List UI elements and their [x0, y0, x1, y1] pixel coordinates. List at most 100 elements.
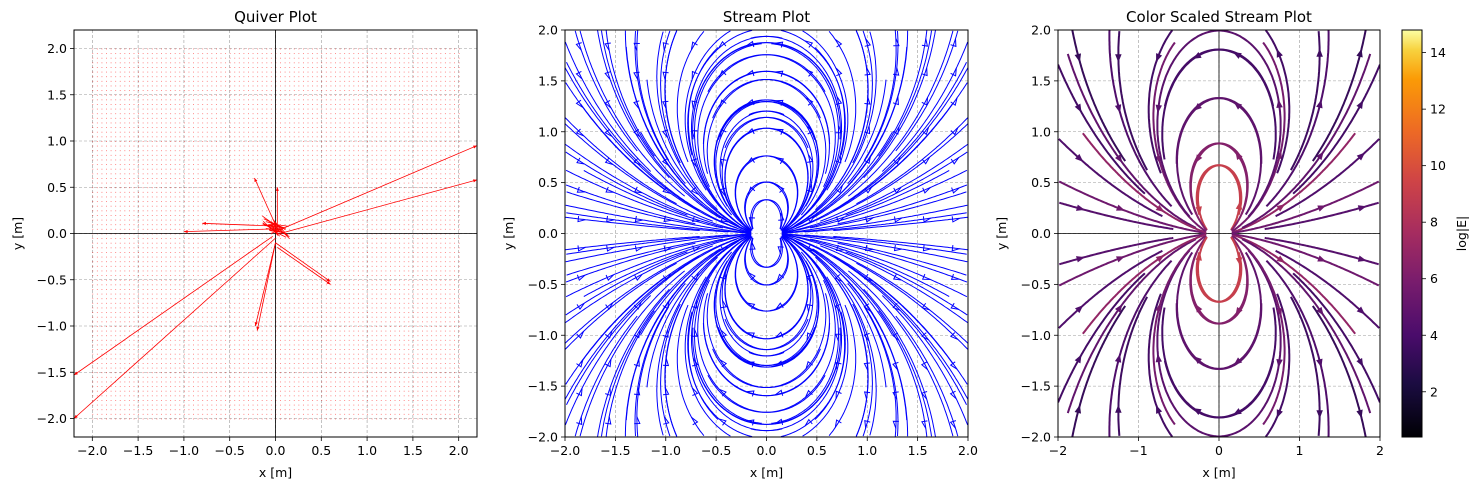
quiver-arrow-head: [256, 326, 260, 331]
streamline: [565, 67, 700, 212]
streamline-arrow: [804, 389, 813, 398]
streamline-arrow: [633, 358, 640, 367]
streamline-arrow: [775, 157, 785, 165]
streamline: [579, 30, 685, 197]
streamline: [684, 30, 731, 191]
streamline: [796, 61, 967, 229]
x-tick-label: 2: [1376, 443, 1384, 458]
y-tick-label: −1.5: [528, 379, 558, 394]
streamline-arrow: [633, 100, 640, 109]
streamline-arrow: [662, 358, 670, 367]
streamline-arrow: [892, 126, 900, 135]
streamline-arrow: [835, 185, 843, 194]
streamline: [863, 306, 897, 437]
streamline-arrow: [1316, 410, 1323, 419]
streamline: [829, 263, 909, 437]
colorbar-tick-label: 8: [1430, 215, 1438, 230]
quiver-axes-lines: [74, 30, 477, 437]
y-tick-label: 0.5: [47, 180, 67, 195]
y-tick-label: 0.5: [538, 175, 558, 190]
quiver-x-label: x [m]: [259, 465, 292, 480]
streamline-arrow: [775, 70, 784, 77]
streamline: [810, 238, 968, 298]
streamline-arrow: [1075, 153, 1084, 162]
streamline-arrow: [1116, 204, 1125, 211]
streamline: [750, 252, 842, 432]
streamline-arrow: [576, 330, 585, 339]
streamline-arrow: [921, 38, 929, 47]
streamline-arrow: [1074, 354, 1082, 364]
streamline-arrow: [893, 186, 902, 194]
quiver-arrow: [277, 224, 286, 231]
streamline-arrow: [691, 416, 699, 426]
streamline-arrow: [950, 127, 959, 136]
streamline-arrow: [1356, 100, 1364, 109]
streamline-arrow: [634, 245, 644, 252]
quiver-arrow: [254, 177, 278, 230]
x-tick-label: 0.0: [757, 443, 777, 458]
streamline: [847, 282, 899, 437]
streamline: [833, 67, 968, 212]
quiver-arrow: [183, 228, 276, 233]
streamline: [574, 315, 638, 437]
streamline-arrow: [604, 157, 614, 165]
streamline-arrow: [1155, 255, 1165, 263]
streamline-arrow: [950, 68, 957, 77]
streamline: [724, 116, 812, 232]
streamline: [1231, 233, 1356, 335]
streamline-arrow: [1356, 358, 1364, 367]
streamline-arrow: [633, 186, 643, 194]
streamline: [684, 276, 731, 437]
streamline: [707, 54, 836, 188]
streamline: [656, 31, 739, 227]
streamline: [580, 103, 751, 233]
streamline: [750, 35, 842, 215]
streamline-arrow: [749, 241, 756, 250]
streamline: [781, 233, 950, 297]
streamline-arrow: [1316, 48, 1323, 57]
streamline-arrow: [776, 184, 785, 193]
streamline: [750, 199, 782, 230]
streamline: [625, 234, 752, 421]
streamline: [834, 30, 869, 189]
streamline-arrow: [1276, 48, 1283, 58]
streamline-arrow: [1276, 359, 1283, 368]
x-tick-label: −1.5: [600, 443, 630, 458]
streamline-arrow: [892, 303, 901, 311]
quiver-arrow: [279, 179, 477, 234]
streamline: [565, 245, 713, 344]
streamline-arrow: [720, 329, 728, 338]
streamline: [771, 235, 839, 424]
streamline-arrow: [691, 300, 698, 309]
streamline: [804, 234, 967, 255]
streamline-arrow: [576, 359, 584, 368]
streamline-arrow: [1276, 409, 1283, 419]
stream-grid: [564, 29, 969, 438]
streamline: [660, 30, 681, 164]
streamline: [565, 123, 713, 222]
streamline-arrow: [805, 68, 814, 77]
streamline-arrow: [1115, 404, 1122, 413]
streamline-arrow: [661, 157, 670, 167]
colorbar-tick-label: 6: [1430, 271, 1438, 286]
streamline: [597, 30, 670, 179]
streamline: [748, 235, 814, 357]
streamline-arrow: [1115, 54, 1122, 63]
streamline-arrow: [1155, 204, 1165, 212]
streamline: [794, 31, 877, 227]
streamline-arrow: [1074, 53, 1081, 63]
streamline-arrow: [835, 96, 843, 105]
streamline-arrow: [691, 387, 699, 396]
streamline: [646, 234, 751, 388]
streamline-arrow: [1235, 151, 1243, 160]
streamline-arrow: [1076, 204, 1085, 211]
streamline-arrow: [893, 245, 903, 252]
streamline-arrow: [807, 154, 814, 163]
streamline: [634, 282, 686, 437]
streamline-arrow: [775, 302, 784, 310]
quiver-small-arrows: [92, 48, 460, 420]
streamline: [706, 251, 821, 388]
streamline: [863, 30, 936, 179]
streamline-arrow: [690, 41, 698, 50]
streamline-arrow: [604, 71, 611, 80]
